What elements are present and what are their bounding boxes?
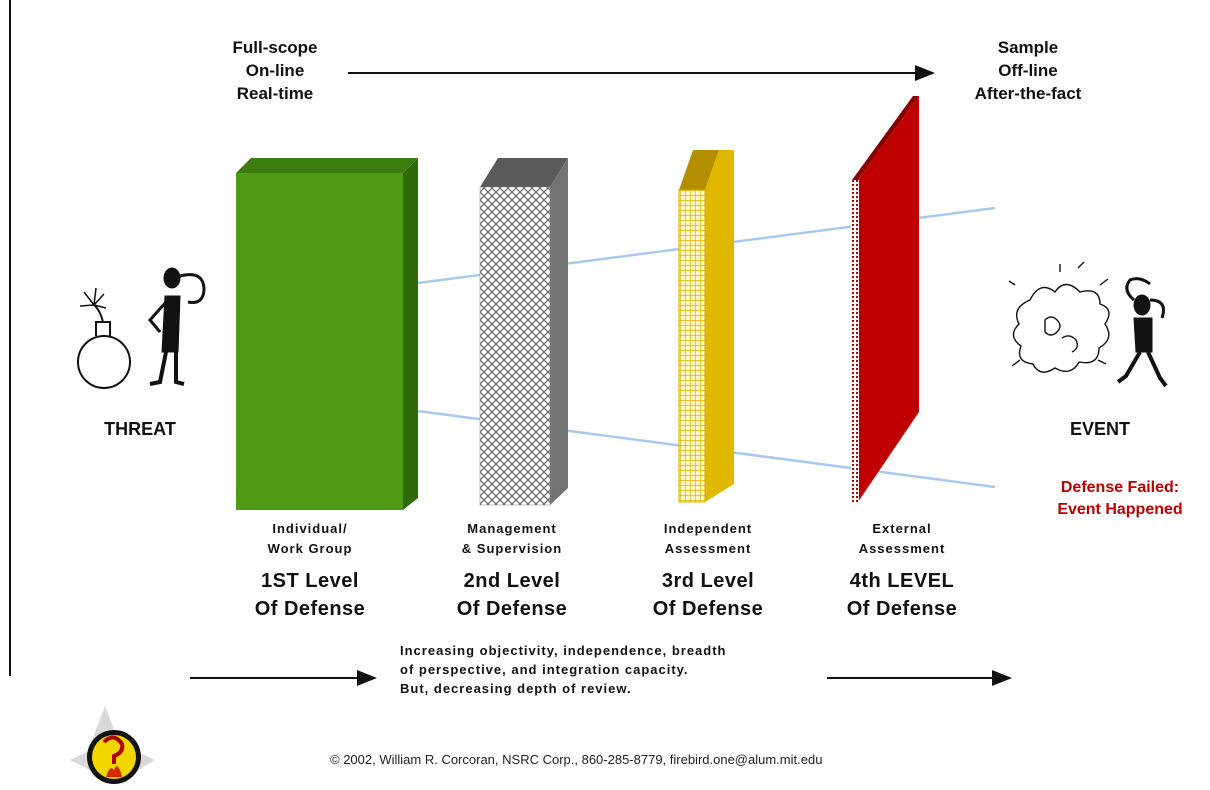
level-2-block: [479, 158, 568, 506]
header-right: Sample Off-line After-the-fact: [948, 36, 1108, 105]
level-4-labels: External Assessment 4th LEVEL Of Defense: [822, 519, 982, 623]
distressed-person-icon: [1116, 277, 1168, 388]
level-sub-line: Independent: [663, 521, 753, 536]
level-2-labels: Management & Supervision 2nd Level Of De…: [432, 519, 592, 623]
level-3-labels: Independent Assessment 3rd Level Of Defe…: [628, 519, 788, 623]
bottom-note-line: But, decreasing depth of review.: [400, 681, 632, 696]
level-sub-line: Management: [467, 521, 557, 536]
failure-note-line: Defense Failed:: [1060, 479, 1180, 496]
level-1-block: [236, 158, 418, 510]
left-margin-rule: [9, 0, 11, 676]
threat-label: THREAT: [104, 419, 176, 439]
header-left-line: Full-scope: [232, 38, 318, 57]
level-title-line: Of Defense: [254, 598, 366, 620]
bottom-note-line: of perspective, and integration capacity…: [400, 662, 689, 677]
firebird-logo: [70, 706, 155, 784]
bottom-note: Increasing objectivity, independence, br…: [400, 641, 830, 698]
copyright-text: © 2002, William R. Corcoran, NSRC Corp.,…: [330, 752, 823, 767]
explosion-icon: [1008, 261, 1110, 373]
failure-note: Defense Failed: Event Happened: [1020, 477, 1210, 521]
level-title-line: 1ST Level: [261, 570, 359, 592]
level-title-line: 3rd Level: [661, 570, 755, 592]
level-sub-line: & Supervision: [461, 541, 563, 556]
level-title-line: 2nd Level: [463, 570, 561, 592]
level-3-block: [678, 150, 734, 503]
header-left-line: Real-time: [236, 84, 314, 103]
header-right-line: Sample: [997, 38, 1059, 57]
failure-note-line: Event Happened: [1057, 501, 1183, 518]
header-left: Full-scope On-line Real-time: [210, 36, 340, 105]
level-title-line: 4th LEVEL: [849, 570, 955, 592]
level-sub-line: Assessment: [664, 541, 752, 556]
level-sub-line: Work Group: [267, 541, 353, 556]
header-left-line: On-line: [245, 61, 305, 80]
level-4-block: [851, 96, 919, 502]
event-label: EVENT: [1069, 419, 1130, 439]
level-title-line: Of Defense: [652, 598, 764, 620]
level-sub-line: Individual/: [272, 521, 348, 536]
header-right-line: After-the-fact: [974, 84, 1082, 103]
bomb-icon: [77, 287, 131, 389]
thinking-person-icon: [148, 267, 206, 386]
level-sub-line: Assessment: [858, 541, 946, 556]
bottom-note-line: Increasing objectivity, independence, br…: [400, 643, 727, 658]
level-title-line: Of Defense: [846, 598, 958, 620]
level-sub-line: External: [872, 521, 932, 536]
level-1-labels: Individual/ Work Group 1ST Level Of Defe…: [230, 519, 390, 623]
level-title-line: Of Defense: [456, 598, 568, 620]
header-right-line: Off-line: [998, 61, 1058, 80]
